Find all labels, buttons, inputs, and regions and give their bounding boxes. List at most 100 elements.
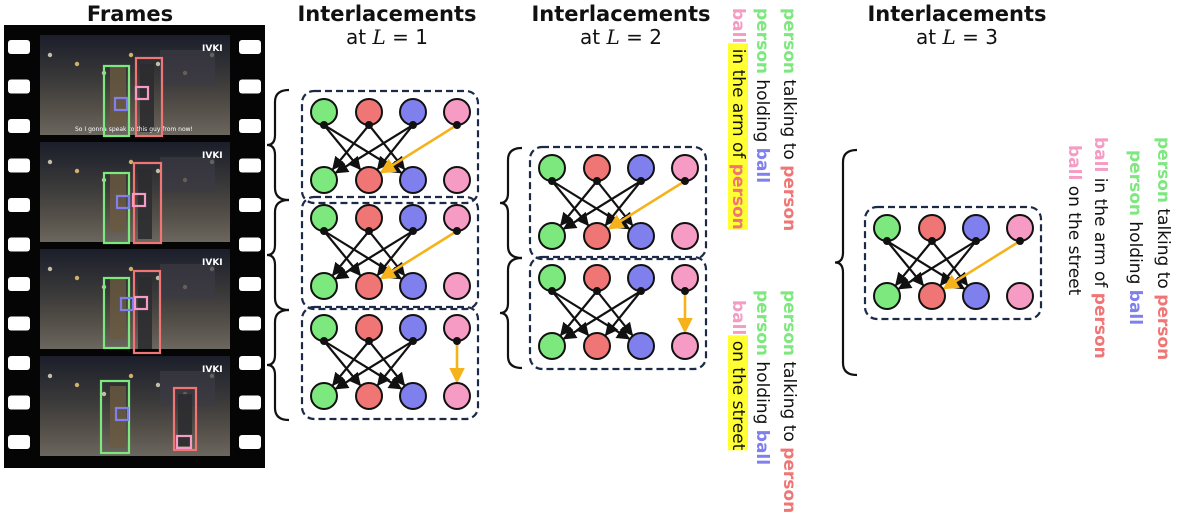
channel-watermark: IVKI [202, 258, 223, 268]
street-light [74, 61, 80, 67]
building [160, 50, 215, 85]
text-highlight [728, 335, 748, 451]
video-frame: IVKI So I gonna speak to this guy from no… [40, 35, 230, 138]
relation-l2-a-2: person holding ball [752, 8, 772, 183]
l1-subtitle: at L = 1 [346, 25, 428, 50]
edge-origin [320, 337, 328, 345]
sprocket-hole [239, 395, 261, 410]
edge [334, 124, 414, 174]
grouping-brace [266, 198, 290, 312]
street-light [128, 159, 134, 165]
person-green-node [538, 222, 566, 250]
sprocket-hole [8, 158, 30, 173]
ball-blue-node [627, 332, 655, 360]
video-frame: IVKI [40, 356, 230, 456]
street-light [128, 373, 134, 379]
sprocket-hole [239, 158, 261, 173]
edge-origin [972, 237, 980, 245]
sprocket-hole [8, 40, 30, 54]
edge-origin [365, 121, 373, 129]
street-light [128, 52, 134, 58]
video-frame: IVKI [40, 142, 230, 245]
edge-origin [681, 177, 689, 185]
ball-box-pink [133, 295, 149, 311]
ball-pink-node [671, 222, 699, 250]
edge [368, 340, 406, 387]
sprocket-hole [239, 237, 261, 252]
street-light [74, 168, 80, 174]
ball-blue-node [399, 272, 427, 300]
ball-pink-node [443, 166, 471, 194]
edge [562, 290, 642, 340]
edge-origin [548, 177, 556, 185]
edge [376, 340, 414, 387]
interlacement-graph [300, 305, 480, 421]
person-green-node [538, 332, 566, 360]
l3-header: Interlacements at L = 3 [852, 2, 1062, 49]
sprocket-hole [239, 316, 261, 331]
edge-origin [883, 237, 891, 245]
l2-header: Interlacements at L = 2 [516, 2, 726, 49]
person-box-green [102, 276, 131, 350]
video-frame: IVKI [40, 249, 230, 355]
street-light [47, 266, 53, 272]
person-red-node [918, 282, 946, 310]
person-box-red [132, 269, 162, 355]
l1-title: Interlacements [297, 2, 477, 26]
person-figure [178, 394, 192, 446]
person-green-node [310, 166, 338, 194]
channel-watermark: IVKI [202, 365, 223, 375]
ball-pink-node [443, 272, 471, 300]
edge-origin [409, 227, 417, 235]
relation-edge [379, 229, 458, 280]
film-strip: IVKI So I gonna speak to this guy from no… [4, 25, 265, 468]
sprocket-hole [239, 119, 261, 133]
edge-origin [1016, 237, 1024, 245]
ball-pink-node [1006, 282, 1034, 310]
sprocket-hole [239, 40, 261, 54]
l1-header: Interlacements at L = 1 [282, 2, 492, 49]
relation-l3-4: person talking to person [1153, 137, 1173, 360]
edge-origin [320, 121, 328, 129]
sprocket-hole [8, 119, 30, 133]
graph-box [528, 145, 708, 261]
graph-box [528, 255, 708, 371]
edge-origin [637, 287, 645, 295]
ball-box-blue [114, 406, 130, 422]
ball-box-blue [119, 296, 135, 312]
edge-origin [320, 227, 328, 235]
relation-l2-a-1: ball in the arm of person [728, 8, 748, 230]
edge [551, 290, 589, 337]
sprocket-hole [239, 356, 261, 370]
text-highlight [728, 43, 748, 164]
channel-watermark: IVKI [202, 151, 223, 161]
braces-layer [266, 88, 858, 422]
graphs-layer [300, 89, 1043, 421]
relation-l2-a-3: person talking to person [779, 8, 799, 231]
ball-box-blue [113, 96, 129, 112]
ball-pink-node [671, 332, 699, 360]
person-figure [110, 386, 126, 448]
street-light [74, 382, 80, 388]
sprocket-hole [239, 198, 261, 212]
l2-title: Interlacements [531, 2, 711, 26]
ball-blue-node [962, 282, 990, 310]
person-figure [138, 277, 152, 349]
relation-edge [379, 123, 458, 174]
relation-edge [942, 239, 1021, 290]
edge [323, 124, 361, 171]
person-figure [110, 65, 126, 125]
edge [323, 340, 361, 387]
grouping-brace [499, 146, 523, 260]
interlacement-graph [528, 255, 708, 371]
street-light [155, 61, 161, 67]
ball-box-pink [134, 85, 150, 101]
relation-l3-2: ball in the arm of person [1090, 137, 1110, 359]
person-box-green [102, 64, 131, 138]
sprocket-hole [8, 435, 30, 449]
sprocket-hole [8, 356, 30, 370]
person-red-node [355, 166, 383, 194]
edge-origin [365, 337, 373, 345]
person-box-red [172, 386, 198, 452]
